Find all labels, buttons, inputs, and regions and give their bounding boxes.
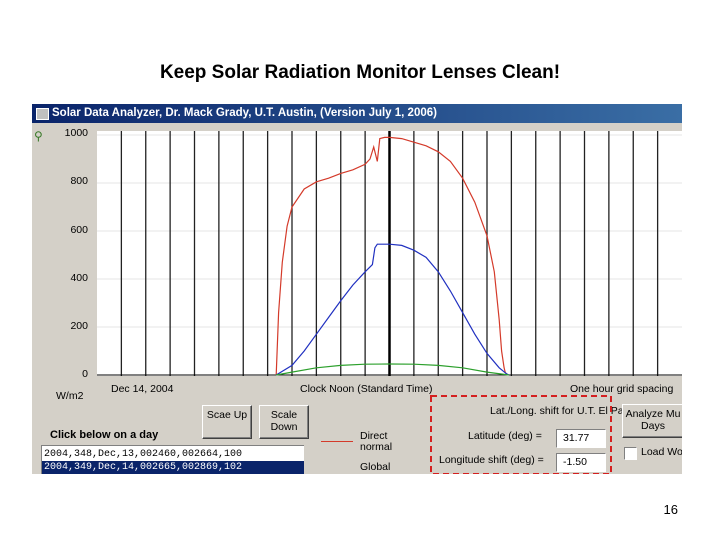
grid-spacing-label: One hour grid spacing bbox=[570, 383, 674, 395]
longitude-field[interactable]: -1.50 bbox=[556, 453, 606, 472]
analyze-days-button[interactable]: Analyze Mu Days bbox=[622, 404, 682, 438]
page-number: 16 bbox=[663, 502, 678, 517]
legend-direct-label: Direct normal bbox=[360, 430, 393, 453]
scale-down-button[interactable]: Scale Down bbox=[259, 405, 309, 439]
highlight-box bbox=[430, 395, 612, 474]
y-tick-label: 1000 bbox=[64, 127, 88, 139]
list-item[interactable]: 2004,348,Dec,13,002460,002664,100 bbox=[44, 449, 243, 460]
latlong-title: Lat./Long. shift for U.T. El Paso bbox=[490, 405, 635, 417]
y-tick-label: 600 bbox=[70, 224, 88, 236]
longitude-label: Longitude shift (deg) = bbox=[439, 454, 544, 466]
list-item-selected[interactable]: 2004,349,Dec,14,002665,002869,102 bbox=[42, 461, 304, 474]
click-below-label: Click below on a day bbox=[50, 429, 159, 441]
date-label: Dec 14, 2004 bbox=[111, 383, 174, 395]
window-title: Solar Data Analyzer, Dr. Mack Grady, U.T… bbox=[52, 107, 437, 119]
radiation-chart bbox=[97, 131, 682, 376]
app-window: Solar Data Analyzer, Dr. Mack Grady, U.T… bbox=[32, 104, 682, 474]
legend-global-label: Global bbox=[360, 461, 391, 473]
window-system-icon[interactable] bbox=[36, 108, 49, 120]
y-tick-label: 0 bbox=[82, 368, 88, 380]
scale-up-button[interactable]: Scae Up bbox=[202, 405, 252, 439]
series-line-direct-normal bbox=[275, 136, 509, 376]
y-tick-label: 400 bbox=[70, 272, 88, 284]
y-tick-label: 800 bbox=[70, 175, 88, 187]
latitude-field[interactable]: 31.77 bbox=[556, 429, 606, 448]
slide-title: Keep Solar Radiation Monitor Lenses Clea… bbox=[159, 62, 561, 83]
series-line-diffuse bbox=[276, 363, 509, 376]
y-tick-label: 200 bbox=[70, 320, 88, 332]
latitude-label: Latitude (deg) = bbox=[468, 430, 542, 442]
unit-label: W/m2 bbox=[56, 390, 84, 402]
window-titlebar[interactable]: Solar Data Analyzer, Dr. Mack Grady, U.T… bbox=[32, 104, 682, 123]
plot-area bbox=[97, 131, 682, 376]
clock-noon-label: Clock Noon (Standard Time) bbox=[300, 383, 433, 395]
plot-corner-icon: ⚲ bbox=[34, 129, 43, 143]
load-checkbox-label: Load Wo bbox=[641, 446, 682, 458]
load-checkbox[interactable] bbox=[624, 447, 637, 460]
legend-direct-line bbox=[321, 441, 353, 442]
day-listbox[interactable]: 2004,348,Dec,13,002460,002664,100 2004,3… bbox=[41, 445, 304, 474]
series-line-global bbox=[275, 243, 510, 376]
